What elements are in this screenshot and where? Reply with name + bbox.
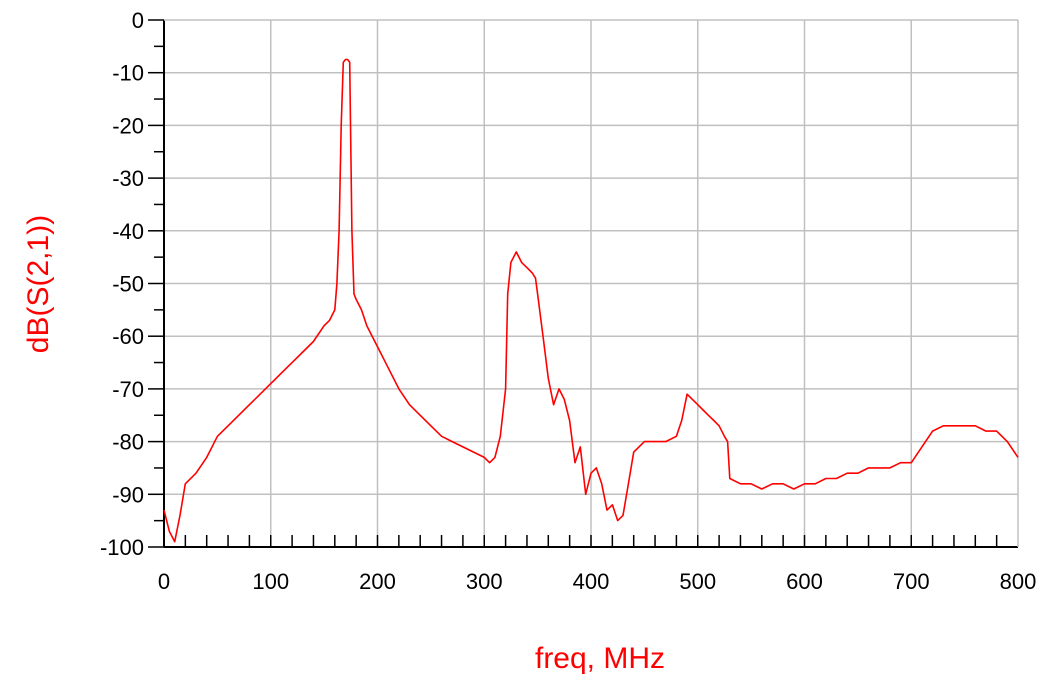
- y-tick-labels: 0 -10 -20 -30 -40 -50 -60 -70 -80 -90 -100: [100, 8, 144, 560]
- y-axis-title: dB(S(2,1)): [22, 215, 55, 353]
- y-tick-label: -30: [112, 166, 144, 191]
- x-tick-label: 800: [1000, 569, 1037, 594]
- minor-ticks: [148, 19, 998, 548]
- x-tick-label: 100: [252, 569, 289, 594]
- y-tick-label: 0: [132, 8, 144, 33]
- y-tick-label: -20: [112, 113, 144, 138]
- series-line: [163, 58, 1019, 543]
- y-tick-label: -70: [112, 377, 144, 402]
- plot-frame: [163, 19, 1019, 548]
- y-tick-label: -60: [112, 324, 144, 349]
- y-tick-label: -10: [112, 61, 144, 86]
- y-tick-label: -80: [112, 430, 144, 455]
- y-tick-label: -50: [112, 272, 144, 297]
- x-tick-label: 400: [573, 569, 610, 594]
- grid: [164, 20, 1018, 547]
- x-axis-title: freq, MHz: [535, 642, 665, 675]
- x-tick-label: 700: [893, 569, 930, 594]
- x-tick-label: 600: [786, 569, 823, 594]
- y-tick-label: -90: [112, 482, 144, 507]
- x-tick-label: 200: [359, 569, 396, 594]
- y-tick-label: -100: [100, 535, 144, 560]
- x-tick-label: 0: [158, 569, 170, 594]
- x-tick-label: 300: [466, 569, 503, 594]
- series-layer: [163, 58, 1019, 543]
- x-tick-label: 500: [679, 569, 716, 594]
- x-tick-labels: 0 100 200 300 400 500 600 700 800: [158, 569, 1036, 594]
- y-tick-label: -40: [112, 219, 144, 244]
